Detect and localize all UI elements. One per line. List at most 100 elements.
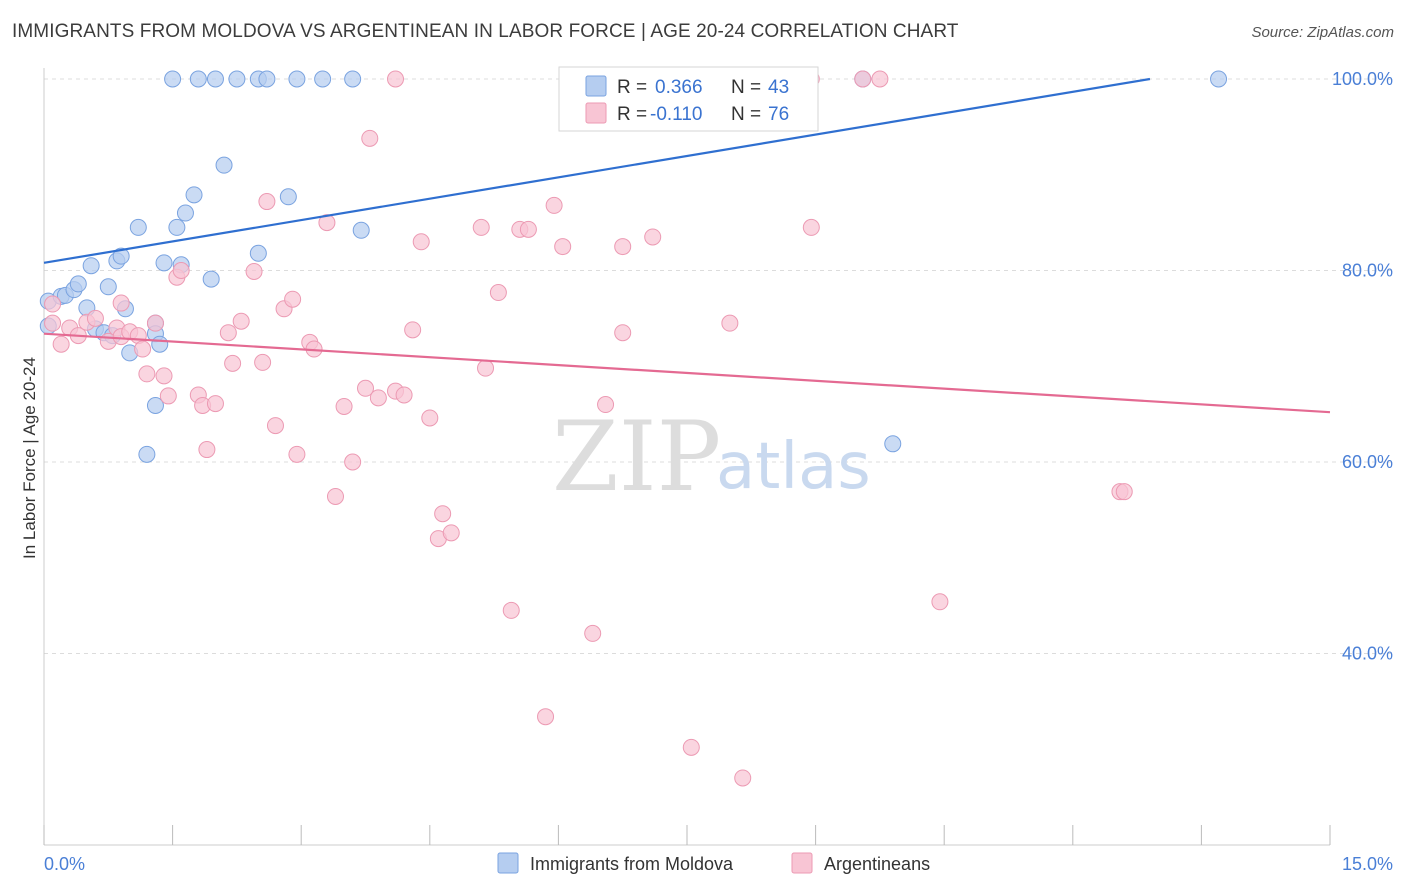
y-tick-label: 80.0%: [1342, 261, 1393, 281]
x-tick-label-min: 0.0%: [44, 854, 85, 874]
point-moldova: [69, 275, 87, 293]
point-moldova: [189, 70, 207, 88]
point-moldova: [168, 218, 186, 236]
point-argentineans: [519, 220, 537, 238]
point-moldova: [249, 244, 267, 262]
point-argentineans: [232, 312, 250, 330]
point-moldova: [176, 204, 194, 222]
point-argentineans: [112, 294, 130, 312]
trend-lines: [43, 77, 1331, 414]
point-moldova: [151, 335, 169, 353]
point-moldova: [185, 186, 203, 204]
point-moldova: [155, 254, 173, 272]
point-argentineans: [502, 601, 520, 619]
point-argentineans: [434, 505, 452, 523]
point-argentineans: [159, 387, 177, 405]
x-tick-labels: 0.0% 15.0%: [44, 854, 1393, 874]
point-argentineans: [545, 196, 563, 214]
point-argentineans: [344, 453, 362, 471]
trend-line-moldova: [43, 77, 1151, 264]
point-argentineans: [361, 129, 379, 147]
legend-swatch-pink: [585, 102, 607, 124]
gridlines: [44, 78, 1395, 654]
point-argentineans: [854, 70, 872, 88]
point-moldova: [228, 70, 246, 88]
point-argentineans: [387, 70, 405, 88]
legend-r-value: 0.366: [655, 77, 703, 98]
point-argentineans: [644, 228, 662, 246]
point-argentineans: [421, 409, 439, 427]
legend-swatch-blue: [585, 75, 607, 97]
point-moldova: [288, 70, 306, 88]
point-argentineans: [219, 324, 237, 342]
point-moldova: [215, 156, 233, 174]
legend-r-label: R =: [617, 104, 647, 125]
y-tick-label: 60.0%: [1342, 452, 1393, 472]
watermark-zip: ZIP: [552, 401, 721, 513]
point-argentineans: [537, 708, 555, 726]
point-moldova: [146, 397, 164, 415]
point-argentineans: [172, 262, 190, 279]
y-tick-label: 100.0%: [1332, 69, 1393, 89]
point-argentineans: [554, 238, 572, 256]
point-argentineans: [284, 290, 302, 308]
point-argentineans: [404, 321, 422, 339]
point-argentineans: [44, 314, 62, 332]
legend-n-value: 43: [768, 77, 789, 98]
series-swatch-argentineans: [791, 852, 813, 874]
point-moldova: [258, 70, 276, 88]
point-argentineans: [335, 397, 353, 415]
point-argentineans: [134, 340, 152, 358]
point-argentineans: [614, 324, 632, 342]
point-argentineans: [245, 262, 263, 280]
point-argentineans: [614, 238, 632, 256]
x-tick-label-max: 15.0%: [1342, 854, 1393, 874]
point-argentineans: [254, 353, 272, 371]
series-label-argentineans: Argentineans: [824, 854, 930, 874]
point-argentineans: [584, 624, 602, 642]
legend-n-value: 76: [768, 104, 789, 125]
point-argentineans: [802, 218, 820, 236]
y-tick-labels: 40.0% 60.0% 80.0% 100.0%: [1332, 69, 1393, 664]
point-moldova: [202, 270, 220, 288]
point-moldova: [129, 218, 147, 236]
point-argentineans: [155, 367, 173, 385]
point-argentineans: [871, 70, 889, 88]
legend-row-blue: R = 0.366 N = 43: [585, 75, 789, 98]
point-argentineans: [138, 365, 156, 383]
point-argentineans: [734, 769, 752, 787]
point-argentineans: [198, 441, 216, 459]
axes: [43, 68, 1331, 846]
chart-title: IMMIGRANTS FROM MOLDOVA VS ARGENTINEAN I…: [12, 21, 959, 42]
point-argentineans: [326, 487, 344, 505]
point-moldova: [164, 70, 182, 88]
point-argentineans: [288, 445, 306, 463]
series-swatch-moldova: [497, 852, 519, 874]
point-moldova: [279, 188, 297, 206]
legend-n-label: N =: [731, 104, 761, 125]
stats-legend: R = 0.366 N = 43 R = -0.110 N = 76: [558, 66, 819, 132]
point-moldova: [206, 70, 224, 88]
point-argentineans: [477, 359, 495, 377]
point-moldova: [344, 70, 362, 88]
point-argentineans: [258, 193, 276, 211]
legend-row-pink: R = -0.110 N = 76: [585, 102, 789, 125]
point-moldova: [82, 257, 100, 275]
point-argentineans: [597, 396, 615, 414]
legend-n-label: N =: [731, 77, 761, 98]
point-argentineans: [146, 314, 164, 332]
point-argentineans: [442, 524, 460, 542]
point-argentineans: [206, 395, 224, 413]
trend-line-argentineans: [43, 332, 1331, 414]
point-argentineans: [1115, 483, 1133, 501]
chart-source: Source: ZipAtlas.com: [1251, 24, 1394, 41]
point-argentineans: [395, 386, 413, 404]
point-argentineans: [931, 593, 949, 611]
point-argentineans: [721, 314, 739, 332]
point-argentineans: [224, 354, 242, 372]
point-argentineans: [472, 218, 490, 236]
legend-r-value: -0.110: [650, 104, 702, 125]
point-moldova: [1210, 70, 1228, 88]
legend-r-label: R =: [617, 77, 647, 98]
